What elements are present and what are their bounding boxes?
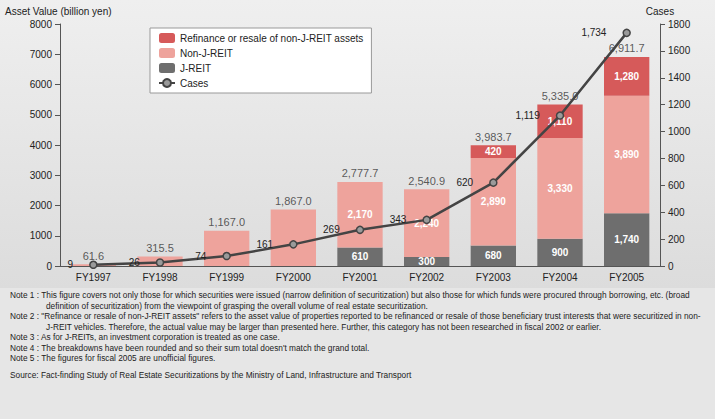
svg-text:FY2002: FY2002 bbox=[409, 272, 444, 283]
svg-text:Non-J-REIT: Non-J-REIT bbox=[180, 48, 233, 59]
svg-text:680: 680 bbox=[485, 250, 502, 261]
svg-text:7000: 7000 bbox=[30, 49, 53, 60]
svg-text:1000: 1000 bbox=[30, 230, 53, 241]
svg-text:300: 300 bbox=[418, 256, 435, 267]
html-text:Note 1 : This figure covers no: Note 1 : This figure covers not only tho… bbox=[10, 290, 690, 311]
svg-text:2,777.7: 2,777.7 bbox=[342, 167, 379, 179]
svg-text:5000: 5000 bbox=[30, 109, 53, 120]
svg-text:Cases: Cases bbox=[646, 6, 674, 17]
svg-text:3000: 3000 bbox=[30, 170, 53, 181]
svg-text:900: 900 bbox=[552, 247, 569, 258]
svg-text:FY2005: FY2005 bbox=[609, 272, 644, 283]
svg-text:8000: 8000 bbox=[30, 19, 53, 30]
svg-text:74: 74 bbox=[195, 251, 207, 262]
svg-text:315.5: 315.5 bbox=[146, 242, 174, 254]
svg-text:1,119: 1,119 bbox=[515, 110, 540, 121]
svg-text:FY2004: FY2004 bbox=[542, 272, 577, 283]
svg-text:FY1997: FY1997 bbox=[76, 272, 111, 283]
svg-text:2,890: 2,890 bbox=[481, 196, 506, 207]
svg-text:Asset Value (billion yen): Asset Value (billion yen) bbox=[5, 6, 112, 17]
svg-text:FY2000: FY2000 bbox=[276, 272, 311, 283]
svg-text:600: 600 bbox=[668, 180, 685, 191]
svg-text:2,540.9: 2,540.9 bbox=[408, 175, 445, 187]
svg-text:6,911.7: 6,911.7 bbox=[608, 42, 645, 55]
svg-text:61.6: 61.6 bbox=[83, 250, 104, 262]
html-text:Note 5 : The figures for fisca: Note 5 : The figures for fiscal 2005 are… bbox=[10, 353, 216, 363]
svg-text:400: 400 bbox=[668, 207, 685, 218]
svg-text:1600: 1600 bbox=[668, 45, 691, 56]
svg-text:FY2001: FY2001 bbox=[342, 272, 377, 283]
svg-text:1800: 1800 bbox=[668, 19, 691, 30]
svg-text:2,170: 2,170 bbox=[347, 209, 372, 220]
svg-text:1200: 1200 bbox=[668, 99, 691, 110]
svg-text:1000: 1000 bbox=[668, 126, 691, 137]
svg-text:FY1999: FY1999 bbox=[209, 272, 244, 283]
svg-text:1400: 1400 bbox=[668, 72, 691, 83]
svg-text:1,280: 1,280 bbox=[614, 71, 639, 82]
html-text:Note 2 : "Refinance or resale: Note 2 : "Refinance or resale of non-J-R… bbox=[10, 311, 701, 332]
svg-text:5,335.0: 5,335.0 bbox=[541, 90, 579, 103]
svg-text:FY2003: FY2003 bbox=[476, 272, 511, 283]
svg-text:1,167.0: 1,167.0 bbox=[208, 216, 245, 228]
svg-text:3,983.7: 3,983.7 bbox=[475, 131, 512, 143]
svg-text:200: 200 bbox=[668, 234, 685, 245]
svg-text:4000: 4000 bbox=[30, 140, 53, 151]
svg-text:420: 420 bbox=[485, 146, 502, 157]
svg-text:6000: 6000 bbox=[30, 79, 53, 90]
svg-text:26: 26 bbox=[129, 257, 141, 268]
svg-text:9: 9 bbox=[68, 259, 74, 270]
html-text:Note 4 : The breakdowns have b: Note 4 : The breakdowns have been rounde… bbox=[10, 342, 370, 353]
svg-text:0: 0 bbox=[668, 261, 674, 272]
svg-text:610: 610 bbox=[352, 251, 369, 262]
svg-text:Cases: Cases bbox=[180, 78, 208, 89]
svg-text:3,890: 3,890 bbox=[614, 149, 639, 160]
svg-text:3,330: 3,330 bbox=[547, 183, 572, 194]
svg-text:J-REIT: J-REIT bbox=[180, 63, 211, 74]
html-text:Note 3 : As for J-REITs, an in: Note 3 : As for J-REITs, an investment c… bbox=[10, 332, 280, 342]
svg-text:343: 343 bbox=[390, 214, 407, 225]
svg-text:161: 161 bbox=[256, 239, 273, 250]
svg-text:2,240: 2,240 bbox=[414, 217, 440, 229]
svg-text:1,867.0: 1,867.0 bbox=[275, 195, 312, 207]
svg-text:FY1998: FY1998 bbox=[142, 272, 177, 283]
html-text:Source: Fact-finding Study of: Source: Fact-finding Study of Real Estat… bbox=[10, 369, 412, 380]
svg-text:0: 0 bbox=[46, 261, 52, 272]
svg-text:Refinance or resale of non-J-R: Refinance or resale of non-J-REIT assets bbox=[180, 33, 363, 44]
svg-text:2000: 2000 bbox=[30, 200, 53, 211]
svg-text:1,740: 1,740 bbox=[614, 234, 639, 245]
svg-text:1,110: 1,110 bbox=[547, 115, 573, 127]
svg-text:269: 269 bbox=[323, 224, 340, 235]
svg-text:800: 800 bbox=[668, 153, 685, 164]
svg-text:620: 620 bbox=[456, 177, 473, 188]
svg-text:1,734: 1,734 bbox=[581, 27, 606, 38]
